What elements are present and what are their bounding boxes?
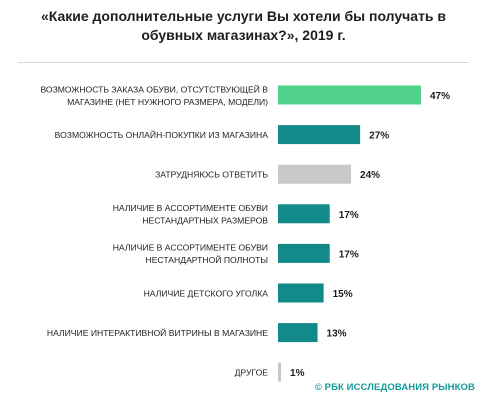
value-label-3: 24%: [360, 170, 380, 181]
value-label-2: 27%: [369, 131, 389, 142]
category-label-7: НАЛИЧИЕ ИНТЕРАКТИВНОЙ ВИТРИНЫ В МАГАЗИНЕ: [47, 327, 268, 338]
category-label-5: НАЛИЧИЕ В АССОРТИМЕНТЕ ОБУВИ НЕСТАНДАРТНО…: [113, 243, 268, 266]
value-label-5: 17%: [339, 249, 359, 260]
bar-1: [278, 85, 421, 105]
source-credit: © РБК ИССЛЕДОВАНИЯ РЫНКОВ: [314, 382, 475, 393]
category-label-4: НАЛИЧИЕ В АССОРТИМЕНТЕ ОБУВИ НЕСТАНДАРТНЫ…: [113, 203, 269, 226]
value-label-7: 13%: [327, 329, 347, 340]
category-label-2: ВОЗМОЖНОСТЬ ОНЛАЙН-ПОКУПКИ ИЗ МАГАЗИНА: [55, 129, 269, 140]
category-label-6: НАЛИЧИЕ ДЕТСКОГО УГОЛКА: [144, 289, 269, 299]
bar-5: [278, 243, 330, 263]
bar-2: [278, 125, 361, 145]
bar-4: [278, 204, 330, 224]
category-label-3: ЗАТРУДНЯЮСЬ ОТВЕТИТЬ: [155, 170, 268, 180]
bar-7: [278, 323, 318, 343]
bar-6: [278, 283, 324, 303]
category-label-1: ВОЗМОЖНОСТЬ ЗАКАЗА ОБУВИ, ОТСУТСТВУЮЩЕЙ …: [40, 83, 268, 107]
bar-8: [278, 362, 282, 382]
value-label-8: 1%: [290, 368, 305, 379]
value-label-1: 47%: [430, 91, 450, 102]
chart-title: «Какие дополнительные услуги Вы хотели б…: [40, 8, 447, 43]
bar-3: [278, 164, 352, 184]
category-label-8: ДРУГОЕ: [235, 368, 269, 378]
title-divider: [18, 62, 469, 63]
value-label-6: 15%: [333, 289, 353, 300]
value-label-4: 17%: [339, 210, 359, 221]
